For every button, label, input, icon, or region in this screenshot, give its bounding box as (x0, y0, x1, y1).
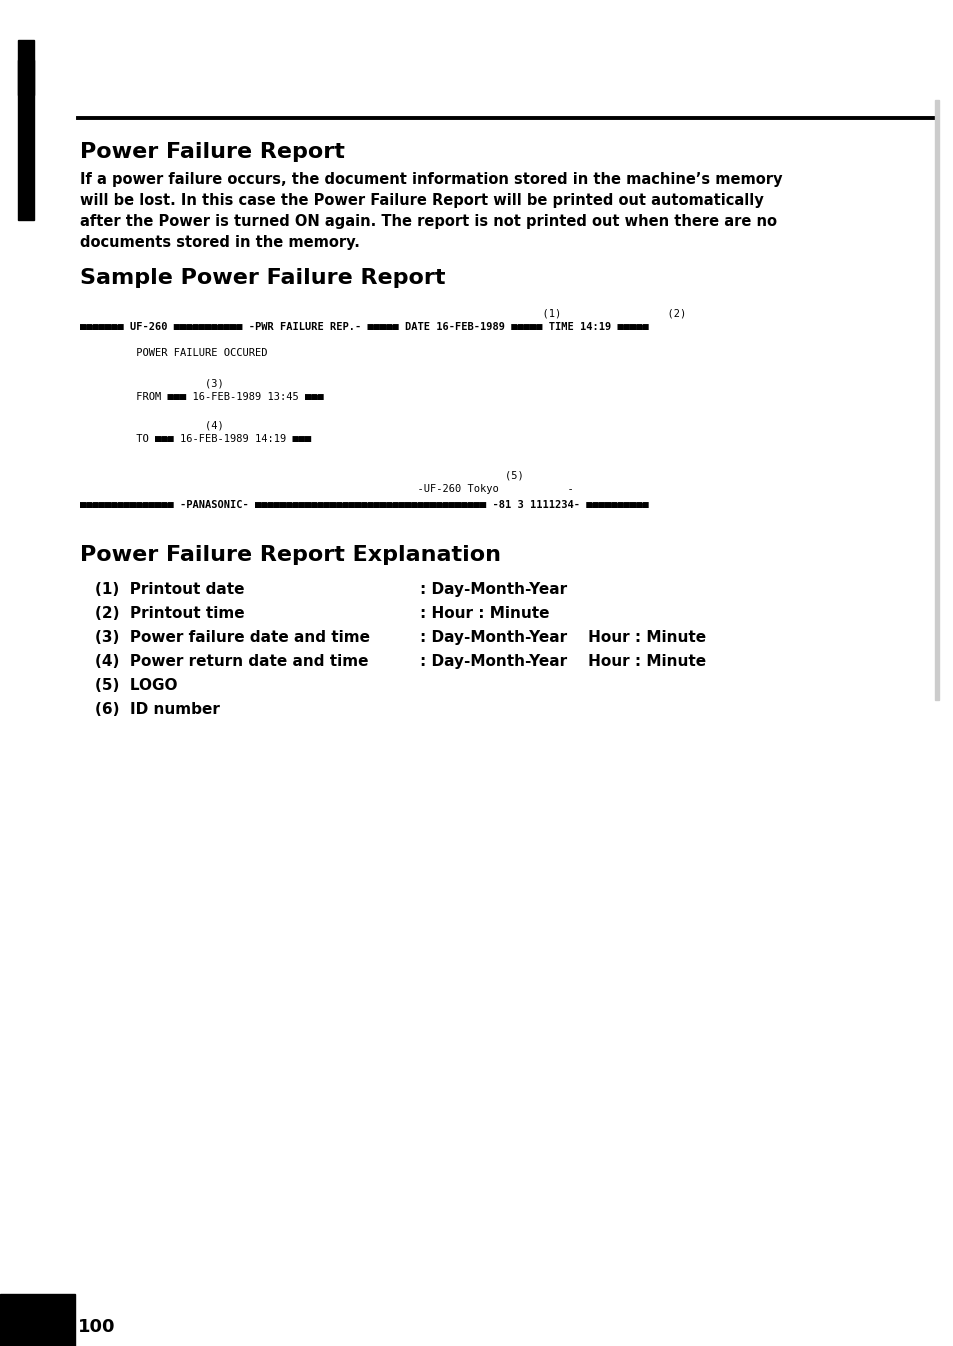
Text: Power Failure Report Explanation: Power Failure Report Explanation (80, 545, 500, 565)
Text: -UF-260 Tokyo           -: -UF-260 Tokyo - (80, 485, 573, 494)
Text: If a power failure occurs, the document information stored in the machine’s memo: If a power failure occurs, the document … (80, 172, 781, 187)
Text: (3): (3) (80, 378, 224, 388)
Text: Power Failure Report: Power Failure Report (80, 141, 345, 162)
Bar (0, 1294, 75, 1346)
Text: (6)  ID number: (6) ID number (95, 703, 219, 717)
Text: POWER FAILURE OCCURED: POWER FAILURE OCCURED (80, 349, 267, 358)
Text: (4): (4) (80, 420, 224, 429)
Text: after the Power is turned ON again. The report is not printed out when there are: after the Power is turned ON again. The … (80, 214, 776, 229)
Text: 100: 100 (78, 1318, 115, 1337)
Text: documents stored in the memory.: documents stored in the memory. (80, 236, 359, 250)
Text: TO ■■■ 16-FEB-1989 14:19 ■■■: TO ■■■ 16-FEB-1989 14:19 ■■■ (80, 433, 311, 444)
Bar (18, 61, 34, 219)
Text: (5): (5) (80, 470, 523, 481)
Text: ■■■■■■■ UF-260 ■■■■■■■■■■■ -PWR FAILURE REP.- ■■■■■ DATE 16-FEB-1989 ■■■■■ TIME : ■■■■■■■ UF-260 ■■■■■■■■■■■ -PWR FAILURE … (80, 322, 648, 332)
Text: : Day-Month-Year    Hour : Minute: : Day-Month-Year Hour : Minute (419, 630, 705, 645)
Bar (934, 100, 938, 700)
Text: will be lost. In this case the Power Failure Report will be printed out automati: will be lost. In this case the Power Fai… (80, 192, 763, 209)
Text: (1)                 (2): (1) (2) (80, 308, 685, 318)
Text: (5)  LOGO: (5) LOGO (95, 678, 177, 693)
Text: Sample Power Failure Report: Sample Power Failure Report (80, 268, 445, 288)
Text: (2)  Printout time: (2) Printout time (95, 606, 244, 621)
Bar (18, 40, 34, 96)
Text: FROM ■■■ 16-FEB-1989 13:45 ■■■: FROM ■■■ 16-FEB-1989 13:45 ■■■ (80, 392, 323, 402)
Text: : Day-Month-Year: : Day-Month-Year (419, 581, 566, 598)
Text: (3)  Power failure date and time: (3) Power failure date and time (95, 630, 370, 645)
Text: (1)  Printout date: (1) Printout date (95, 581, 244, 598)
Text: : Hour : Minute: : Hour : Minute (419, 606, 549, 621)
Text: (4)  Power return date and time: (4) Power return date and time (95, 654, 368, 669)
Text: : Day-Month-Year    Hour : Minute: : Day-Month-Year Hour : Minute (419, 654, 705, 669)
Text: ■■■■■■■■■■■■■■■ -PANASONIC- ■■■■■■■■■■■■■■■■■■■■■■■■■■■■■■■■■■■■■ -81 3 1111234-: ■■■■■■■■■■■■■■■ -PANASONIC- ■■■■■■■■■■■■… (80, 499, 648, 510)
